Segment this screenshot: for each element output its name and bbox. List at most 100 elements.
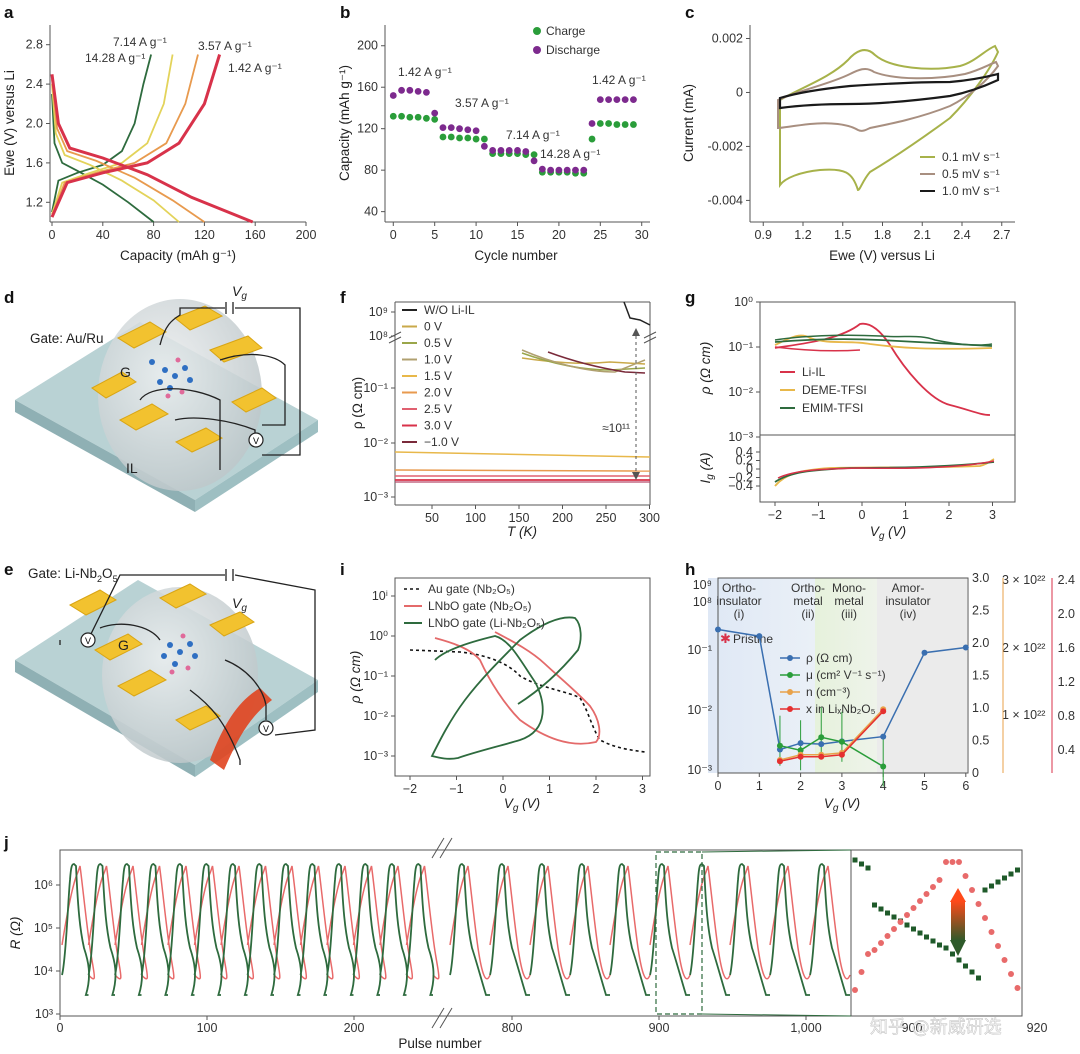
chart-i: −2 −1 0 1 2 3 10ⁱ 10⁰ 10⁻¹ 10⁻² 10⁻³ Au gate (Nb₂O…: [348, 577, 651, 814]
rho-point-0: [715, 626, 721, 633]
axis-label-y: ρ (Ω cm): [350, 377, 365, 429]
axis-label-y: ρ (Ω cm): [348, 651, 363, 705]
x-tick-4: 250: [596, 511, 617, 525]
legend-marker-0: [787, 655, 793, 661]
y-tick-2: -0.002: [708, 139, 743, 153]
x-tick-5: 1,000: [790, 1021, 821, 1035]
discharge-point-23: [580, 166, 588, 174]
left-segment-red-trace: [61, 865, 440, 980]
y-tick-0: 1.2: [26, 195, 43, 209]
inset-green-point-25: [1015, 867, 1020, 873]
charge-point-27: [613, 121, 621, 128]
y-tick-bottom-0: 0.4: [736, 445, 753, 459]
region-label-0-0: Ortho-: [722, 581, 756, 595]
inset-red-point-22: [995, 943, 1001, 949]
series-label-2: 3.57 A g⁻¹: [198, 39, 252, 53]
y-tick-1: 10⁴: [34, 964, 53, 978]
panel-label-e: e: [4, 560, 13, 579]
legend-label-lnbo-li: LNbO gate (Li-Nb₂O₅): [428, 616, 545, 630]
x-tick-1: −1: [811, 508, 825, 522]
curve-minus1v: [547, 351, 646, 374]
discharge-point-0: [389, 92, 397, 99]
discharge-point-15: [514, 147, 521, 154]
axis-label-x: Vg (V): [870, 524, 906, 542]
gold-electrodes: [91, 305, 277, 453]
inset-red-point-12: [930, 884, 936, 890]
x-tick-5: 25: [593, 228, 607, 242]
y-tick-red-4: 2.0: [1058, 607, 1075, 621]
device-schematic-d: V Vg Gate: Au/Ru G IL: [15, 283, 318, 512]
panel-label-i: i: [340, 560, 345, 579]
mu-point-0: [776, 742, 783, 749]
x-tick-2: 80: [147, 228, 161, 242]
ionic-liquid-drop: [98, 299, 262, 491]
x-tick-6: 2.7: [993, 228, 1010, 242]
x-tick-3: 120: [194, 228, 215, 242]
curve-lnbo-nb2o5: [434, 631, 601, 745]
x-tick-0: 0: [57, 1021, 64, 1035]
inset-box: [850, 849, 1023, 1017]
panel-label-b: b: [340, 3, 350, 22]
panel-label-j: j: [3, 833, 9, 852]
axis-label-y: R (Ω): [8, 917, 23, 950]
inset-red-point-3: [871, 947, 878, 953]
svg-text:V: V: [85, 636, 91, 646]
legend-marker-charge: [533, 27, 541, 35]
x-tick-5: 3: [989, 508, 996, 522]
legend-label-1.0: 1.0 mV s⁻¹: [942, 184, 1000, 198]
y-tick-1: 10⁻²: [363, 436, 388, 450]
charge-point-28: [621, 121, 629, 128]
x-tick-3: 1: [546, 782, 553, 796]
axis-break: [431, 1007, 453, 1029]
right-segment-green-trace: [449, 863, 850, 996]
x-tick-1: 100: [197, 1021, 218, 1035]
legend-label-5: 2.0 V: [424, 386, 452, 400]
rho-point-3: [797, 740, 804, 747]
y-tick-bottom-3: −0.2: [728, 471, 753, 485]
inset-green-point-9: [911, 926, 916, 932]
y-tick-0: 10³: [35, 1007, 53, 1021]
discharge-point-28: [621, 96, 629, 104]
x-tick-4: 160: [245, 228, 266, 242]
legend-label-2: 0.5 V: [424, 336, 452, 350]
charge-point-17: [530, 151, 538, 159]
rate-label-3: 14.28 A g⁻¹: [540, 147, 600, 161]
voltmeter-icon: [80, 632, 96, 648]
panel-label-f: f: [340, 288, 346, 307]
inset-x-tick-1: 920: [1027, 1021, 1048, 1035]
charge-point-10: [472, 135, 480, 143]
legend-label-lnbo-nb: LNbO gate (Nb₂O₅): [428, 599, 532, 613]
region-label-0-2: (i): [734, 607, 745, 621]
y-tick-3: 2.4: [26, 77, 43, 91]
inset-green-point-19: [976, 975, 981, 981]
x-tick-5: 3: [639, 782, 646, 796]
x-tick-2: 2: [797, 779, 804, 793]
region-amor-insulator: [877, 578, 967, 773]
x-tick-0: 0: [390, 228, 397, 242]
charge-point-4: [423, 114, 430, 122]
right-segment-red-trace: [449, 865, 851, 980]
inset-green-point-21: [989, 883, 994, 889]
y-tick-4: 10⁹: [369, 305, 388, 319]
cv-curve-1.0: [778, 72, 1000, 110]
y-tick-green-0: 0: [972, 766, 979, 780]
x-tick-6: 30: [635, 228, 649, 242]
cv-curve-0.1: [779, 44, 1000, 192]
rate-label-0: 1.42 A g⁻¹: [398, 65, 452, 79]
gate-label-d: Gate: Au/Ru: [30, 331, 104, 346]
y-tick-4: 2.8: [26, 38, 43, 52]
inset-green-point-11: [924, 934, 929, 940]
inset-red-point-9: [910, 905, 917, 911]
y-tick-0: 40: [364, 205, 378, 219]
series-label-3: 1.42 A g⁻¹: [228, 61, 282, 75]
x-tick-4: 2: [593, 782, 600, 796]
x-tick-4: 2: [946, 508, 953, 522]
x-tick-4: 20: [552, 228, 566, 242]
charge-point-26: [605, 120, 612, 127]
x-tick-1: 5: [431, 228, 438, 242]
discharge-point-18: [538, 165, 546, 173]
charge-point-24: [588, 135, 596, 143]
y-tick-3: 10⁶: [34, 878, 53, 892]
y-tick-3: 10⁻²: [363, 709, 388, 723]
